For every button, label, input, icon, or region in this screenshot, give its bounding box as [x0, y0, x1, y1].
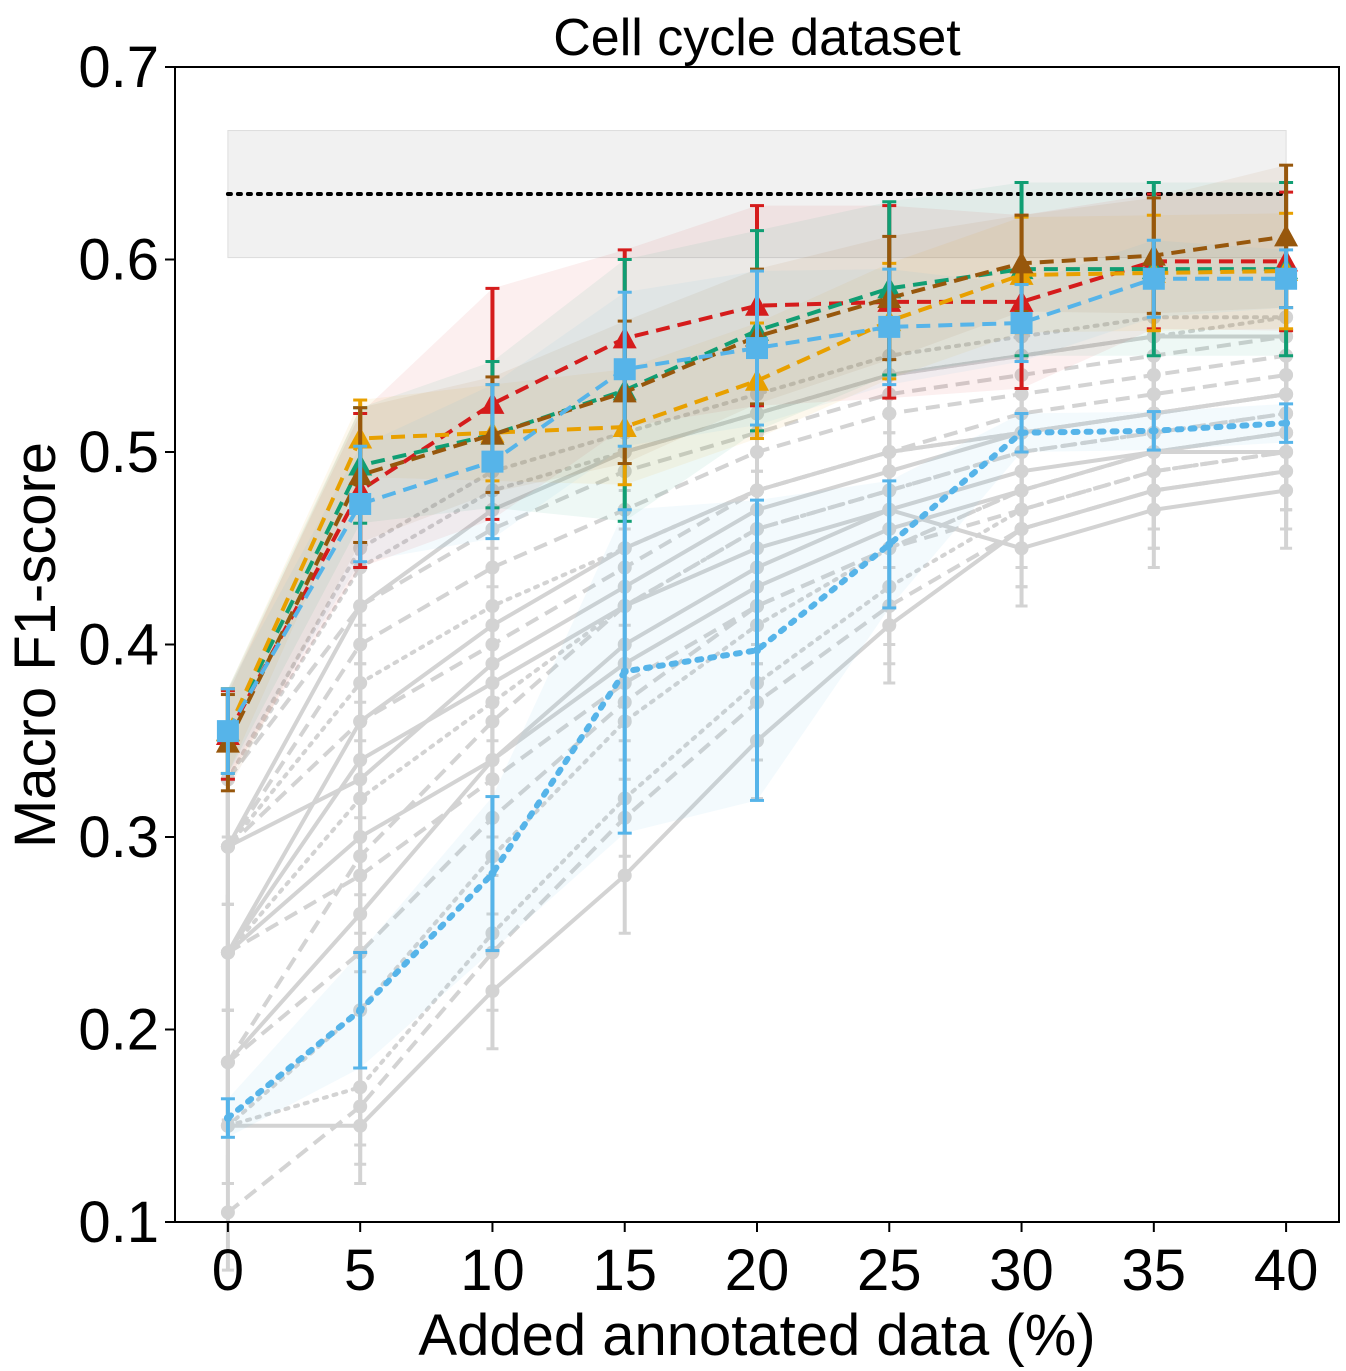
series-point: [620, 667, 629, 676]
background-point: [1279, 445, 1294, 459]
y-tick-label: 0.1: [78, 1190, 159, 1255]
background-point: [220, 1205, 235, 1220]
background-point: [220, 839, 235, 854]
series-point: [1275, 267, 1298, 290]
y-tick-label: 0.2: [78, 998, 159, 1063]
background-point: [353, 1099, 368, 1114]
background-series-line: [225, 450, 1289, 1128]
series-point: [356, 1006, 365, 1015]
series-point: [223, 1114, 232, 1123]
background-point: [353, 599, 368, 613]
y-axis-label: Macro F1-score: [3, 442, 68, 848]
x-tick-label: 35: [1122, 1238, 1187, 1303]
series-line: [226, 276, 1287, 733]
series-point: [1009, 251, 1034, 274]
x-tick-label: 25: [857, 1238, 922, 1303]
y-tick-label: 0.5: [78, 420, 159, 485]
background-point: [485, 772, 500, 787]
series-point: [613, 358, 636, 381]
y-tick-label: 0.6: [78, 228, 159, 293]
background-series-line: [226, 450, 1287, 955]
series-line: [226, 234, 1287, 744]
background-point: [485, 945, 500, 960]
background-series-line: [226, 411, 1287, 1064]
background-point: [353, 868, 368, 883]
x-tick-label: 0: [212, 1238, 244, 1303]
y-axis-ticks: 0.1 0.2 0.3 0.4 0.5 0.6 0.7: [78, 35, 175, 1255]
series-point: [885, 540, 894, 549]
plot-area: [215, 130, 1299, 1272]
series-point: [1282, 419, 1291, 428]
series-point: [1010, 312, 1033, 335]
series-point: [349, 492, 372, 515]
series-point: [746, 337, 768, 360]
background-point: [1146, 464, 1161, 479]
chart-title: Cell cycle dataset: [553, 9, 961, 67]
background-point: [485, 618, 500, 633]
series-point: [1017, 428, 1026, 437]
series-point: [1142, 267, 1165, 290]
y-tick-label: 0.4: [78, 613, 159, 678]
series-point: [1149, 426, 1158, 435]
x-tick-label: 40: [1254, 1238, 1319, 1303]
x-tick-label: 10: [460, 1238, 525, 1303]
background-series-line: [226, 334, 1287, 781]
x-tick-label: 15: [592, 1238, 657, 1303]
series-point: [481, 450, 504, 473]
series-point: [878, 315, 901, 338]
series-point: [216, 720, 239, 743]
background-point: [220, 945, 235, 960]
x-axis-label: Added annotated data (%): [418, 1303, 1095, 1368]
series-point: [488, 869, 497, 878]
background-point: [1014, 502, 1029, 517]
series-point: [753, 646, 761, 655]
y-tick-label: 0.7: [78, 35, 159, 100]
series-line: [224, 420, 1290, 1121]
x-tick-label: 30: [989, 1238, 1054, 1303]
background-point: [353, 714, 368, 729]
series-line: [226, 259, 1287, 736]
y-tick-label: 0.3: [78, 805, 159, 870]
background-point: [220, 1055, 235, 1070]
x-axis-ticks: 0 5 10 15 20 25 30 35 40: [212, 1222, 1319, 1303]
series-point: [1274, 224, 1299, 247]
x-tick-label: 20: [725, 1238, 790, 1303]
x-tick-label: 5: [344, 1238, 376, 1303]
